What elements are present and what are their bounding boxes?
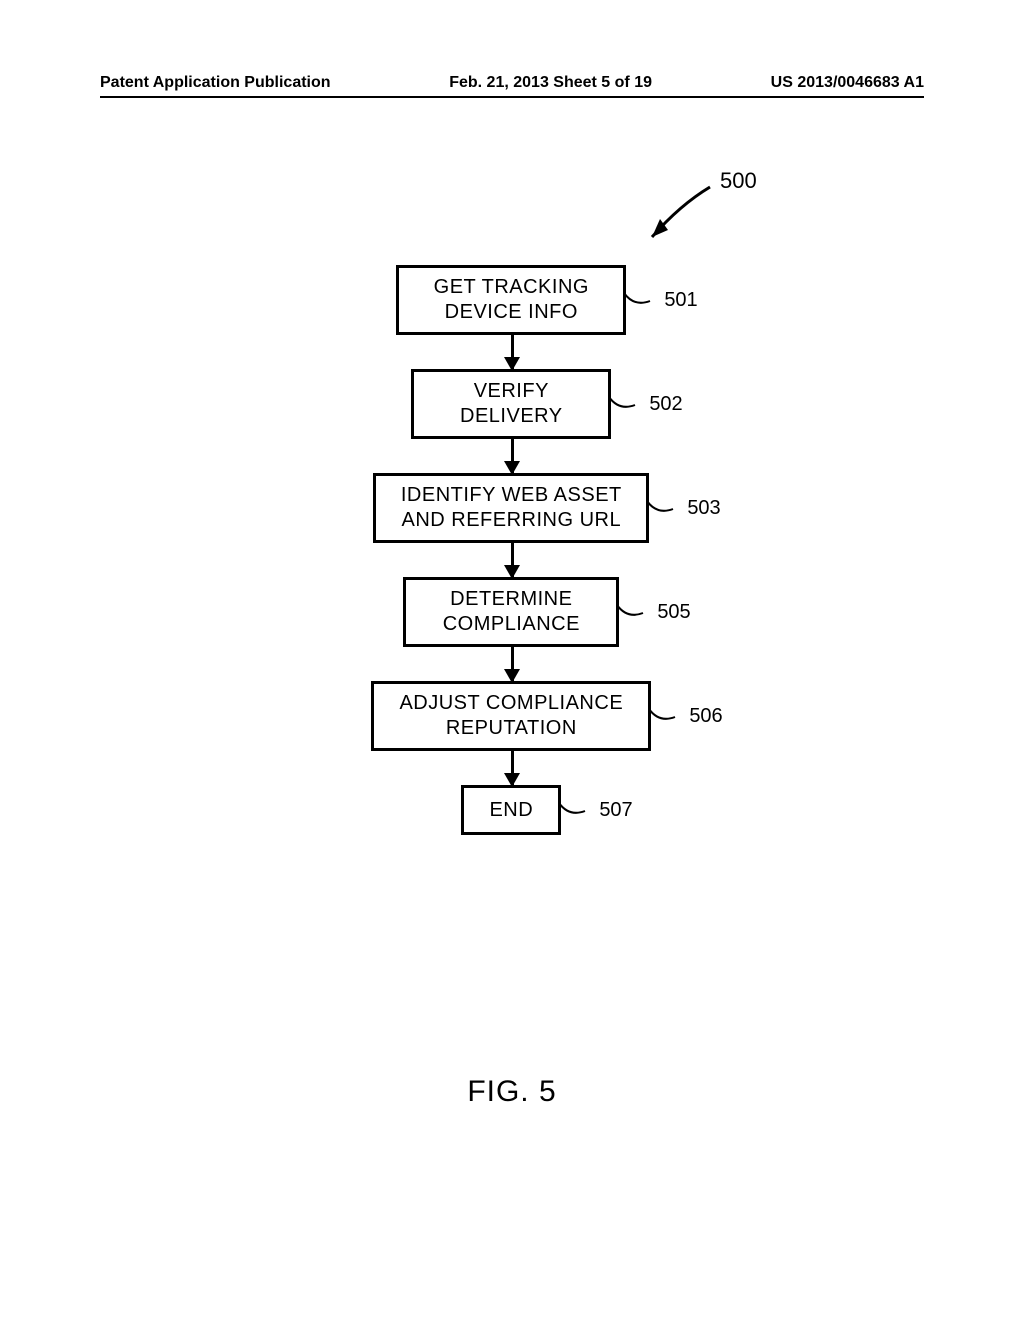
figure-ref-arrow <box>640 175 720 255</box>
ref-tick <box>561 795 589 825</box>
flow-box-506: ADJUST COMPLIANCE REPUTATION <box>371 681 651 751</box>
ref-number: 505 <box>657 601 690 624</box>
header-right: US 2013/0046683 A1 <box>771 74 924 92</box>
page-header: Patent Application Publication Feb. 21, … <box>100 74 924 92</box>
ref-tick <box>619 597 647 627</box>
ref-leader: 501 <box>626 285 697 315</box>
flow-box-505: DETERMINE COMPLIANCE <box>403 577 619 647</box>
flow-box-502: VERIFY DELIVERY <box>411 369 611 439</box>
flowchart: GET TRACKING DEVICE INFO 501 VERIFY DELI… <box>0 265 1024 835</box>
flow-box-507: END <box>461 785 561 835</box>
header-left: Patent Application Publication <box>100 74 331 92</box>
flow-arrow <box>511 647 514 681</box>
flow-arrow <box>511 335 514 369</box>
flow-box-line: VERIFY <box>474 379 549 404</box>
ref-number: 501 <box>664 289 697 312</box>
flow-box-line: DEVICE INFO <box>445 300 578 325</box>
flow-box-line: ADJUST COMPLIANCE <box>399 691 623 716</box>
header-rule <box>100 96 924 98</box>
flow-box-line: REPUTATION <box>446 716 577 741</box>
flow-arrow <box>511 543 514 577</box>
ref-leader: 502 <box>611 389 682 419</box>
ref-number: 507 <box>599 799 632 822</box>
ref-tick <box>611 389 639 419</box>
flow-box-line: COMPLIANCE <box>443 612 580 637</box>
flow-row: ADJUST COMPLIANCE REPUTATION 506 <box>371 681 722 751</box>
page: Patent Application Publication Feb. 21, … <box>0 0 1024 1320</box>
ref-leader: 505 <box>619 597 690 627</box>
header-center: Feb. 21, 2013 Sheet 5 of 19 <box>449 74 652 92</box>
flow-row: GET TRACKING DEVICE INFO 501 <box>396 265 697 335</box>
ref-leader: 506 <box>651 701 722 731</box>
ref-tick <box>626 285 654 315</box>
flow-row: VERIFY DELIVERY 502 <box>411 369 682 439</box>
figure-ref-number: 500 <box>720 168 757 194</box>
flow-box-line: AND REFERRING URL <box>401 508 621 533</box>
flow-row: END 507 <box>461 785 632 835</box>
flow-box-line: END <box>489 798 533 823</box>
ref-leader: 503 <box>649 493 720 523</box>
flow-row: IDENTIFY WEB ASSET AND REFERRING URL 503 <box>373 473 720 543</box>
flow-arrow <box>511 751 514 785</box>
flow-box-line: IDENTIFY WEB ASSET <box>401 483 622 508</box>
ref-tick <box>651 701 679 731</box>
ref-number: 502 <box>649 393 682 416</box>
ref-number: 503 <box>687 497 720 520</box>
ref-tick <box>649 493 677 523</box>
figure-caption: FIG. 5 <box>0 1075 1024 1109</box>
flow-arrow <box>511 439 514 473</box>
ref-number: 506 <box>689 705 722 728</box>
ref-leader: 507 <box>561 795 632 825</box>
flow-box-501: GET TRACKING DEVICE INFO <box>396 265 626 335</box>
flow-box-line: DETERMINE <box>450 587 572 612</box>
flow-box-line: DELIVERY <box>460 404 563 429</box>
flow-box-503: IDENTIFY WEB ASSET AND REFERRING URL <box>373 473 649 543</box>
flow-box-line: GET TRACKING <box>434 275 589 300</box>
flow-row: DETERMINE COMPLIANCE 505 <box>403 577 690 647</box>
